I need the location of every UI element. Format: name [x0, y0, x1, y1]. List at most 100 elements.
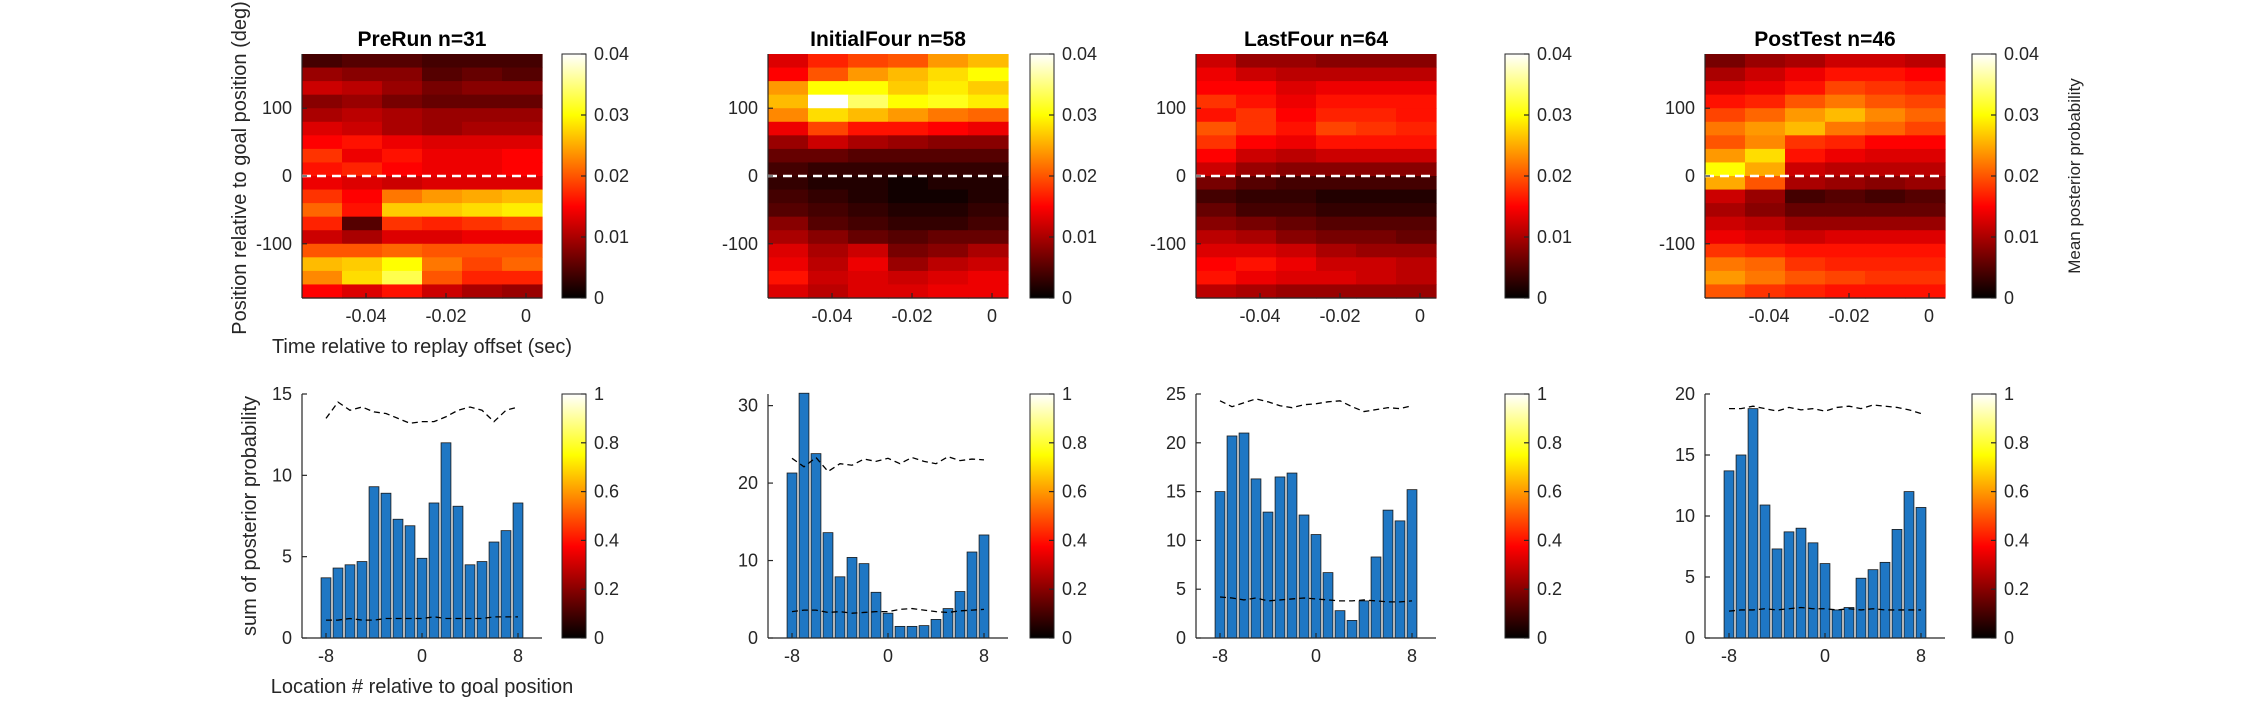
heatmap-cell: [302, 135, 343, 150]
heatmap-cell: [968, 135, 1009, 150]
heatmap-cell: [1196, 121, 1237, 136]
heatmap-cell: [1785, 108, 1826, 123]
y-tick-label: 25: [1166, 384, 1186, 404]
heatmap-cell: [1705, 67, 1746, 82]
x-tick-label: -0.04: [1748, 306, 1789, 326]
heatmap-cell: [1825, 230, 1866, 245]
colorbar-tick-label: 1: [1537, 384, 1547, 404]
heatmap-cell: [342, 94, 383, 109]
heatmap-cell: [382, 108, 423, 123]
heatmap-cell: [462, 54, 503, 69]
x-tick-label: 8: [979, 646, 989, 666]
heatmap-cell: [1396, 94, 1437, 109]
y-tick-label: 15: [1675, 445, 1695, 465]
heatmap-cell: [848, 216, 889, 231]
heatmap-cell: [928, 216, 969, 231]
bar: [786, 472, 798, 639]
heatmap-cell: [1236, 162, 1277, 177]
heatmap-cell: [1785, 257, 1826, 272]
heatmap-cell: [1825, 203, 1866, 218]
bar: [1394, 520, 1406, 639]
heatmap-cell: [462, 257, 503, 272]
heatmap-cell: [1905, 54, 1946, 69]
heatmap-cell: [1745, 257, 1786, 272]
heatmap-cell: [808, 176, 849, 191]
colorbar-tick-label: 1: [594, 384, 604, 404]
heatmap-cell: [1276, 94, 1317, 109]
heatmap-cell: [1316, 284, 1357, 299]
heatmap-cell: [1356, 270, 1397, 286]
heatmap-cell: [1236, 67, 1277, 82]
heatmap-cell: [848, 162, 889, 177]
heatmap-cell: [1705, 54, 1746, 69]
heatmap-cell: [1865, 230, 1906, 245]
heatmap-cell: [422, 243, 463, 258]
bar: [380, 492, 392, 639]
heatmap-cell: [342, 243, 383, 258]
colorbar-tick-label: 0.04: [594, 44, 629, 64]
heatmap-cell: [768, 81, 809, 96]
colorbar-tick-label: 0.03: [1537, 105, 1572, 125]
heatmap-cell: [1396, 135, 1437, 150]
heatmap-cell: [1276, 148, 1317, 164]
heatmap-cell: [302, 257, 343, 272]
heatmap-cell: [1705, 284, 1746, 299]
heatmap-cell: [1745, 54, 1786, 69]
heatmap-cell: [1825, 257, 1866, 272]
bar: [500, 530, 512, 639]
heatmap-cell: [1865, 189, 1906, 204]
colorbar: [561, 393, 587, 639]
heatmap-cell: [502, 135, 543, 150]
x-tick-label: -0.02: [891, 306, 932, 326]
bar: [1286, 472, 1298, 639]
x-tick-label: 8: [513, 646, 523, 666]
bar-panel-3: -8 0 8 0 5 10 15 20 25 0 0.2 0.4 0.6 0.8 1: [1166, 384, 1562, 666]
heatmap-cell: [502, 284, 543, 299]
heatmap-cell: [1196, 108, 1237, 123]
heatmap-cell: [1196, 189, 1237, 204]
upper-bound-line: [791, 456, 985, 473]
heatmap-cell: [1356, 176, 1397, 191]
heatmap-cell: [1356, 94, 1397, 109]
colorbar-tick-label: 0.01: [594, 227, 629, 247]
heatmap-cell: [302, 230, 343, 245]
heatmap-cell: [342, 121, 383, 136]
heatmap-cell: [1745, 135, 1786, 150]
heatmap-cell: [1865, 243, 1906, 258]
upper-bound-line: [325, 401, 519, 424]
heatmap-cell: [848, 243, 889, 258]
bar: [1879, 561, 1891, 639]
heatmap-cell: [808, 67, 849, 82]
heatmap-cell: [808, 81, 849, 96]
heatmap-cell: [888, 121, 929, 136]
heatmap-cell: [928, 94, 969, 109]
heatmap-cell: [302, 121, 343, 136]
y-tick-label: 0: [748, 166, 758, 186]
heatmap-cell: [1236, 270, 1277, 286]
heatmap-cell: [768, 203, 809, 218]
bar: [1747, 408, 1759, 639]
heatmap-cell: [382, 67, 423, 82]
colorbar: [1971, 393, 1997, 639]
heatmap-cell: [928, 189, 969, 204]
panel-title: LastFour n=64: [1244, 28, 1388, 51]
heatmap-cell: [422, 148, 463, 164]
heatmap-cell: [1705, 230, 1746, 245]
heatmap-cell: [768, 284, 809, 299]
heatmap-cell: [1316, 203, 1357, 218]
heatmap-cell: [1825, 216, 1866, 231]
heatmap-cell: [1356, 230, 1397, 245]
heatmap-cell: [1865, 270, 1906, 286]
heatmap-cell: [1276, 121, 1317, 136]
heatmap-cell: [888, 67, 929, 82]
heatmap-cell: [1316, 270, 1357, 286]
heatmap-cell: [928, 54, 969, 69]
heatmap-cell: [1396, 121, 1437, 136]
bar: [978, 534, 990, 639]
heatmap-cell: [342, 135, 383, 150]
heatmap-cell: [768, 270, 809, 286]
heatmap-cell: [302, 203, 343, 218]
colorbar-tick-label: 0: [1537, 628, 1547, 648]
bar: [1226, 435, 1238, 639]
